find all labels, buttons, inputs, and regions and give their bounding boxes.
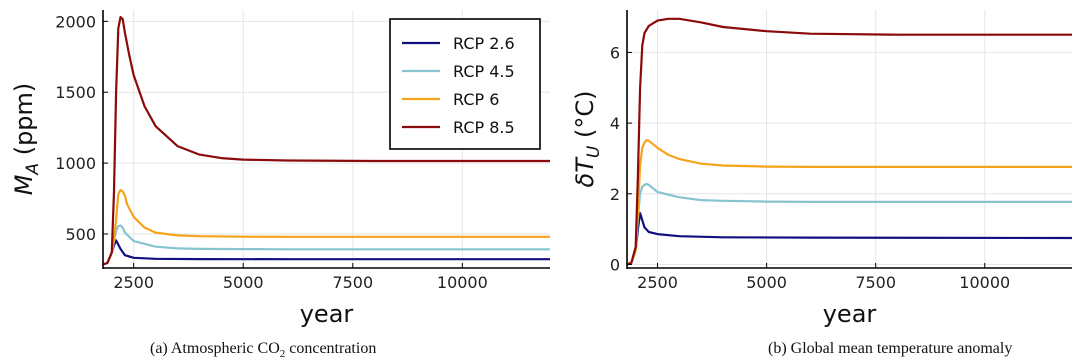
y-tick-label: 500 [65,225,96,244]
chart-atmospheric-co2: 2500 5000 7500 10000 500 1000 1500 2000 year MA (… [10,10,550,328]
series-line-rcp-8-5 [102,16,550,266]
x-tick-label: 5000 [223,273,264,292]
y-axis-label-unit: (ppm) [10,83,38,163]
series-line-rcp-2-6 [102,239,550,266]
x-tick-label: 2500 [113,273,154,292]
legend-label: RCP 2.6 [453,34,515,53]
legend-label: RCP 8.5 [453,118,515,137]
x-tick-label: 5000 [746,273,787,292]
x-tick-label: 10000 [959,273,1010,292]
y-tick-label: 2 [610,185,620,204]
x-tick-label: 10000 [437,273,488,292]
x-axis-label: year [823,300,877,328]
y-tick-label: 4 [610,114,620,133]
y-tick-label: 2000 [55,12,96,31]
y-tick-label: 1000 [55,154,96,173]
y-axis-label-sub: A [23,163,43,176]
series-line-rcp-4-5 [626,182,1072,266]
figure: 2500 5000 7500 10000 500 1000 1500 2000 year MA (… [10,10,1073,328]
x-tick-label: 7500 [855,273,896,292]
y-tick-label: 1500 [55,83,96,102]
legend-label: RCP 6 [453,90,499,109]
y-tick-label: 6 [610,43,620,62]
y-axis-label-main: δT [571,156,599,188]
y-axis-label-unit: (°C) [571,91,599,146]
x-axis-label: year [300,300,354,328]
y-axis-label-main: M [10,174,38,195]
caption-b: (b) Global mean temperature anomaly [768,340,1013,357]
chart-temperature-anomaly: 2500 5000 7500 10000 0 2 4 6 year δTU (°C) [571,10,1073,328]
x-tick-label: 2500 [637,273,678,292]
legend-label: RCP 4.5 [453,62,515,81]
y-axis-label: δTU (°C) [571,91,604,188]
y-axis-label-sub: U [584,145,604,158]
y-axis-label: MA (ppm) [10,83,43,196]
caption-a: (a) Atmospheric CO2 concentration [150,340,377,361]
series-line-rcp-2-6 [626,212,1073,266]
series-line-rcp-6 [102,188,550,266]
y-tick-label: 0 [610,255,620,274]
x-tick-label: 7500 [332,273,373,292]
series-line-rcp-8-5 [626,17,1072,266]
